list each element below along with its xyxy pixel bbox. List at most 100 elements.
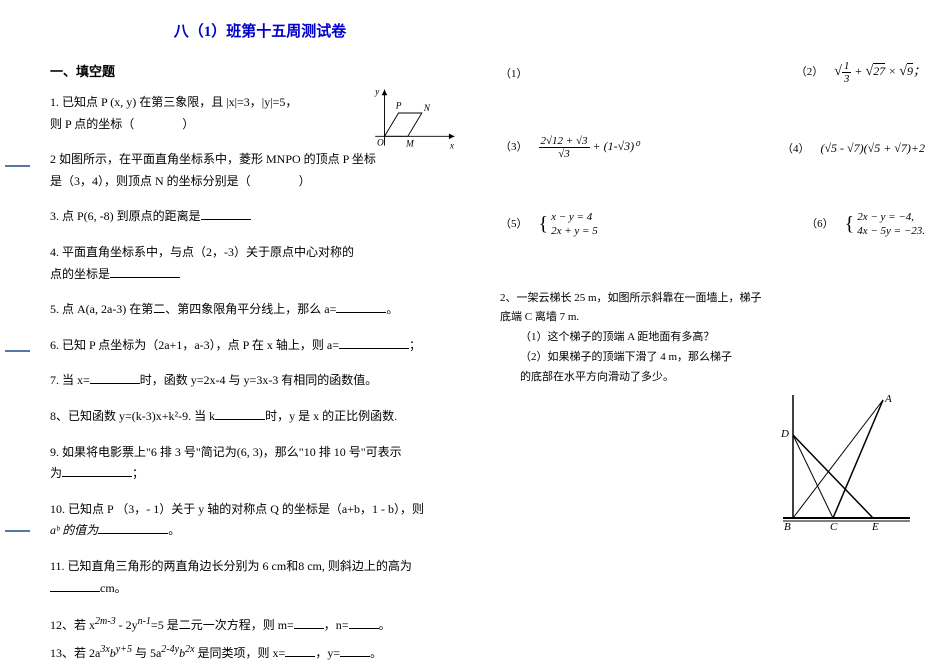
q5end: 。	[386, 302, 398, 316]
p2-q2b: 的底部在水平方向滑动了多少。	[500, 368, 770, 388]
q13end: 。	[370, 646, 382, 660]
calc-3: （3） 2√12 + √3√3 + (1-√3)⁰	[500, 135, 704, 160]
blank	[98, 520, 168, 534]
question-8: 8、已知函数 y=(k-3)x+k²-9. 当 k 时，y 是 x 的正比例函数.	[50, 406, 470, 428]
q13a4: ，y=	[315, 646, 340, 660]
q10b: aᵇ 的值为	[50, 523, 98, 537]
svg-text:P: P	[395, 101, 402, 111]
blank	[62, 463, 132, 477]
blank	[90, 370, 140, 384]
q9b: 为	[50, 466, 62, 480]
question-5: 5. 点 A(a, 2a-3) 在第二、第四象限角平分线上，那么 a= 。	[50, 299, 470, 321]
q12end: 。	[379, 618, 391, 632]
system-6: 2x − y = −4, 4x − 5y = −23.	[857, 210, 925, 239]
question-3: 3. 点 P(6, -8) 到原点的距离是	[50, 206, 470, 228]
calc-5: （5） { x − y = 4 2x + y = 5	[500, 210, 704, 239]
svg-text:O: O	[377, 139, 384, 149]
s: 2x	[185, 644, 194, 655]
question-6: 6. 已知 P 点坐标为（2a+1，a-3），点 P 在 x 轴上，则 a=；	[50, 335, 470, 357]
right-column: （1） （2） √13 + √27 × √9； （3） 2√12 + √3√3 …	[480, 0, 945, 668]
section-1-head: 一、填空题	[50, 61, 470, 80]
blank	[285, 643, 315, 657]
q12a: 12、若 x	[50, 618, 95, 632]
question-13: 13、若 2a3xby+5 与 5a2-4yb2x 是同类项，则 x=，y=。	[50, 641, 470, 663]
q11b: cm。	[100, 581, 127, 595]
q10a: 10. 已知点 P （3，- 1）关于 y 轴的对称点 Q 的坐标是（a+b，1…	[50, 502, 424, 516]
svg-text:M: M	[405, 140, 415, 150]
q1-text: 1. 已知点 P (x, y) 在第三象限，且 |x|=3，|y|=5，	[50, 95, 297, 109]
q7b: 时，函数 y=2x-4 与 y=3x-3 有相同的函数值。	[140, 373, 378, 387]
calc-row-3: （5） { x − y = 4 2x + y = 5 （6） { 2x − y …	[500, 210, 925, 239]
q13a: 13、若 2a	[50, 646, 100, 660]
q12a3: =5 是二元一次方程，则 m=	[151, 618, 294, 632]
q8b: 时，y 是 x 的正比例函数.	[265, 409, 397, 423]
label-4: （4）	[782, 143, 810, 155]
brace-icon: {	[539, 213, 549, 235]
sys6-l2: 4x − 5y = −23.	[857, 225, 925, 237]
calc-row-1: （1） （2） √13 + √27 × √9；	[500, 60, 925, 85]
page-title: 八（1）班第十五周测试卷	[50, 20, 470, 41]
q11a: 11. 已知直角三角形的两直角边长分别为 6 cm和8 cm, 则斜边上的高为	[50, 559, 412, 573]
question-9: 9. 如果将电影票上"6 排 3 号"简记为(6, 3)，那么"10 排 10 …	[50, 442, 470, 485]
p2-head: 2、一架云梯长 25 m，如图所示斜靠在一面墙上，梯子底端 C 离墙 7 m.	[500, 289, 770, 329]
blank	[340, 643, 370, 657]
expr-3: 2√12 + √3√3 + (1-√3)⁰	[539, 139, 639, 153]
blank	[336, 299, 386, 313]
q13a3: 是同类项，则 x=	[195, 646, 286, 660]
q2b: 是（3，4），则顶点 N 的坐标分别是（ ）	[50, 174, 311, 188]
label-6: （6）	[806, 218, 834, 230]
q2a: 2 如图所示，在平面直角坐标系中，菱形 MNPO 的顶点 P 坐标	[50, 152, 376, 166]
label-1: （1）	[500, 68, 528, 80]
q5: 5. 点 A(a, 2a-3) 在第二、第四象限角平分线上，那么 a=	[50, 302, 336, 316]
q7a: 7. 当 x=	[50, 373, 90, 387]
q9a: 9. 如果将电影票上"6 排 3 号"简记为(6, 3)，那么"10 排 10 …	[50, 445, 402, 459]
svg-text:D: D	[780, 428, 789, 440]
question-2: 2 如图所示，在平面直角坐标系中，菱形 MNPO 的顶点 P 坐标 是（3，4）…	[50, 149, 470, 192]
q1-text-b: 则 P 点的坐标（ ）	[50, 117, 194, 131]
system-5: x − y = 4 2x + y = 5	[551, 210, 598, 239]
s: 3x	[100, 644, 109, 655]
problem-2: 2、一架云梯长 25 m，如图所示斜靠在一面墙上，梯子底端 C 离墙 7 m. …	[500, 289, 770, 388]
label-2: （2）	[796, 66, 824, 78]
blank	[215, 406, 265, 420]
blank	[50, 578, 100, 592]
question-11: 11. 已知直角三角形的两直角边长分别为 6 cm和8 cm, 则斜边上的高为 …	[50, 556, 470, 599]
q6: 6. 已知 P 点坐标为（2a+1，a-3），点 P 在 x 轴上，则 a=	[50, 338, 339, 352]
brace-icon: {	[845, 213, 855, 235]
expr-2: √13 + √27 × √9；	[834, 64, 925, 78]
question-7: 7. 当 x= 时，函数 y=2x-4 与 y=3x-3 有相同的函数值。	[50, 370, 470, 392]
blank	[294, 615, 324, 629]
svg-text:E: E	[871, 521, 879, 533]
question-12: 12、若 x2m-3 - 2yn-1=5 是二元一次方程，则 m= ，n= 。	[50, 613, 470, 635]
svg-text:B: B	[784, 521, 791, 533]
calc-4: （4） (√5 - √7)(√5 + √7)+2	[721, 140, 925, 156]
svg-text:A: A	[884, 393, 892, 405]
calc-6: （6） { 2x − y = −4, 4x − 5y = −23.	[721, 210, 925, 239]
left-column: 八（1）班第十五周测试卷 一、填空题 P N O M x y 1. 已知点 P …	[0, 0, 480, 668]
sys5-l2: 2x + y = 5	[551, 225, 598, 237]
label-5: （5）	[500, 218, 528, 230]
svg-text:C: C	[830, 521, 838, 533]
label-3: （3）	[500, 141, 528, 153]
ladder-figure: A D B C E	[775, 390, 915, 535]
q8a: 8、已知函数 y=(k-3)x+k²-9. 当 k	[50, 409, 215, 423]
question-4: 4. 平面直角坐标系中，与点（2，-3）关于原点中心对称的 点的坐标是	[50, 242, 470, 285]
q4b: 点的坐标是	[50, 267, 110, 281]
q12sup1: 2m-3	[95, 616, 116, 627]
question-10: 10. 已知点 P （3，- 1）关于 y 轴的对称点 Q 的坐标是（a+b，1…	[50, 499, 470, 542]
q12sup2: n-1	[138, 616, 151, 627]
q12a4: ，n=	[324, 618, 349, 632]
svg-text:x: x	[449, 141, 455, 151]
calc-1: （1）	[500, 65, 704, 81]
q12a2: - 2y	[116, 618, 138, 632]
q9end: ；	[132, 466, 144, 480]
s: y+5	[116, 644, 132, 655]
q4a: 4. 平面直角坐标系中，与点（2，-3）关于原点中心对称的	[50, 245, 354, 259]
q3: 3. 点 P(6, -8) 到原点的距离是	[50, 209, 201, 223]
blank	[339, 335, 409, 349]
coord-system-figure: P N O M x y	[365, 85, 460, 155]
svg-text:y: y	[374, 87, 380, 97]
blank	[349, 615, 379, 629]
q13a2: 与 5a	[132, 646, 161, 660]
p2-q1: （1）这个梯子的顶端 A 距地面有多高？	[500, 328, 770, 348]
